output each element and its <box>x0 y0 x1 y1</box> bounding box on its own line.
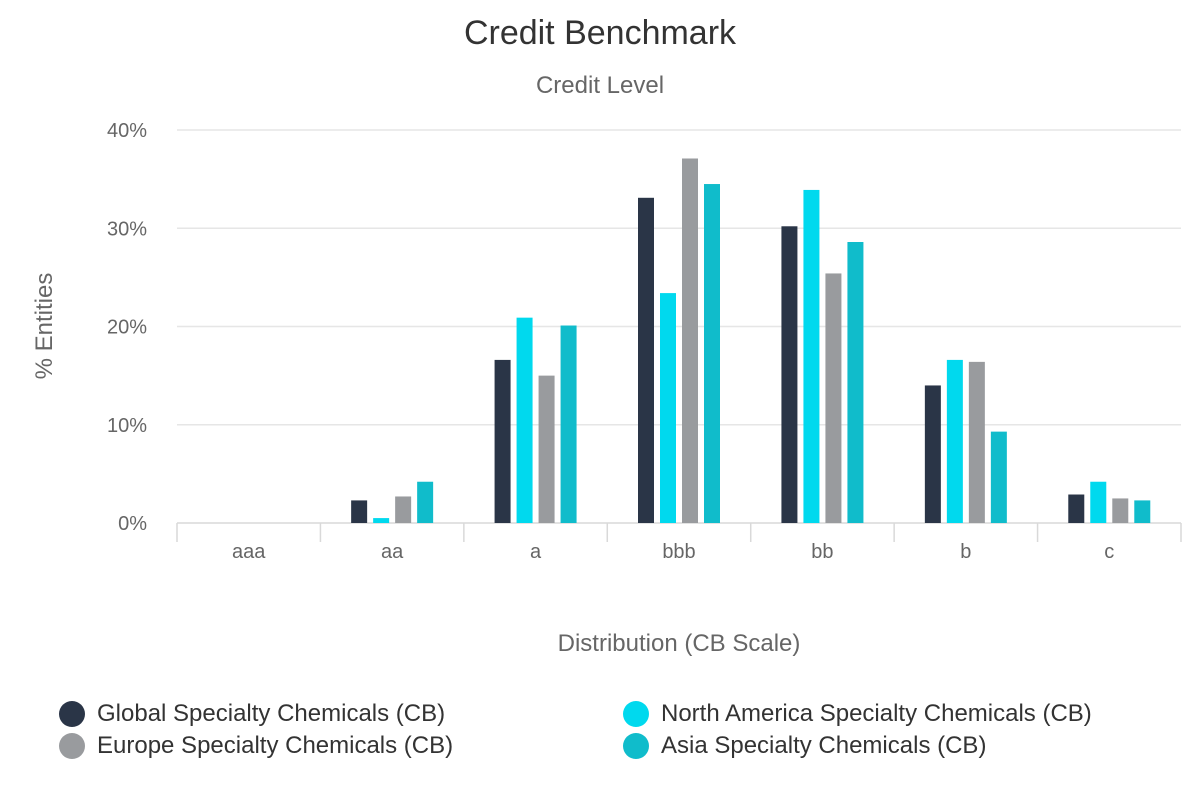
x-tick-label: bbb <box>662 541 695 563</box>
bar <box>847 242 864 523</box>
legend-label: Europe Specialty Chemicals (CB) <box>97 732 454 759</box>
y-tick-label: 10% <box>107 415 147 437</box>
x-axis-title: Distribution (CB Scale) <box>558 630 801 657</box>
bar <box>373 518 390 523</box>
bar <box>1068 494 1085 523</box>
bar <box>1112 498 1129 523</box>
legend: Global Specialty Chemicals (CB) North Ame… <box>0 692 1200 772</box>
bar <box>825 273 842 523</box>
x-tick-label: a <box>530 541 542 563</box>
bar <box>1134 500 1151 523</box>
bar <box>924 385 941 523</box>
bar <box>1090 481 1107 523</box>
y-tick-label: 30% <box>107 218 147 240</box>
bar <box>704 184 720 523</box>
legend-label: Asia Specialty Chemicals (CB) <box>661 732 987 759</box>
x-tick-label: b <box>960 541 971 563</box>
legend-item[interactable]: Asia Specialty Chemicals (CB) <box>623 732 986 760</box>
chart-title: Credit Benchmark <box>463 14 737 52</box>
legend-item[interactable]: Global Specialty Chemicals (CB) <box>59 700 445 728</box>
x-axis: aaa aa a bbb bb b c <box>176 522 1182 563</box>
bar <box>968 361 985 523</box>
legend-item[interactable]: Europe Specialty Chemicals (CB) <box>59 732 453 760</box>
y-tick-label: 20% <box>107 317 147 339</box>
x-tick-label: aaa <box>232 541 266 563</box>
legend-marker <box>623 733 649 759</box>
legend-item[interactable]: North America Specialty Chemicals (CB) <box>623 700 1092 728</box>
bar <box>946 359 963 523</box>
y-axis-ticks: 0% 10% 20% 30% 40% <box>107 120 147 535</box>
bar <box>494 359 511 523</box>
bar <box>803 189 820 523</box>
bar <box>781 226 798 523</box>
bar <box>516 317 533 523</box>
bar <box>538 375 555 523</box>
bars <box>351 158 1151 524</box>
chart-subtitle: Credit Level <box>535 72 665 99</box>
legend-marker <box>59 733 85 759</box>
legend-marker <box>623 701 649 727</box>
bar <box>417 481 434 523</box>
bar <box>660 293 676 523</box>
bar <box>560 325 577 523</box>
bar <box>638 197 654 524</box>
y-axis-title: % Entities <box>31 273 58 380</box>
bar <box>351 500 368 523</box>
x-tick-label: c <box>1104 541 1114 563</box>
legend-label: Global Specialty Chemicals (CB) <box>97 700 446 727</box>
y-tick-label: 40% <box>107 120 147 142</box>
y-tick-label: 0% <box>118 513 147 535</box>
x-tick-label: bb <box>811 541 833 563</box>
gridlines <box>177 129 1181 426</box>
legend-marker <box>59 701 85 727</box>
x-tick-label: aa <box>381 541 404 563</box>
bar-chart: 0%10%20%30%40% aaa aa a bbb bb b c % Entities … <box>31 120 1182 657</box>
bar <box>395 496 412 523</box>
bar <box>682 158 698 523</box>
bar <box>990 431 1007 523</box>
legend-label: North America Specialty Chemicals (CB) <box>661 700 1092 727</box>
